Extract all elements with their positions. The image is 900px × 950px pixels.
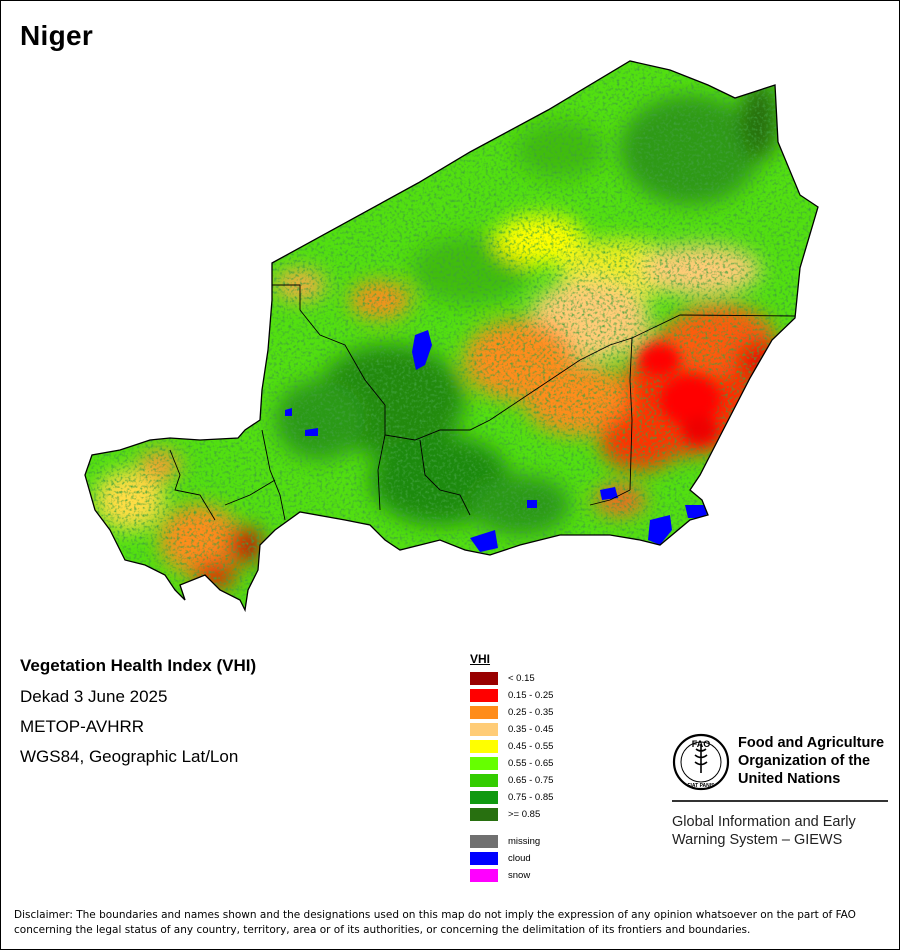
legend-label: cloud (508, 853, 531, 864)
legend-swatch (470, 808, 498, 821)
legend-title: VHI (470, 652, 491, 666)
vhi-raster (85, 61, 818, 610)
product-title: Vegetation Health Index (VHI) (20, 656, 257, 675)
legend-item: snow (470, 869, 590, 882)
legend-swatch (470, 852, 498, 865)
legend-label: snow (508, 870, 531, 881)
legend-swatch (470, 672, 498, 685)
legend-swatch (470, 689, 498, 702)
legend-swatch (470, 869, 498, 882)
legend-swatch (470, 791, 498, 804)
legend-label: 0.25 - 0.35 (508, 707, 554, 718)
legend-swatch (470, 774, 498, 787)
legend-label: < 0.15 (508, 673, 535, 684)
legend-label: missing (508, 836, 541, 847)
giews-line2: Warning System – GIEWS (672, 832, 843, 848)
fao-motto: FIAT PANIS (687, 783, 715, 789)
legend-item: missing (470, 835, 590, 848)
legend-item: 0.75 - 0.85 (470, 791, 590, 804)
legend-item: 0.65 - 0.75 (470, 774, 590, 787)
legend-label: 0.55 - 0.65 (508, 758, 554, 769)
legend-item: 0.35 - 0.45 (470, 723, 590, 736)
legend-label: >= 0.85 (508, 809, 541, 820)
org-name-line3: United Nations (738, 771, 841, 787)
legend-label: 0.15 - 0.25 (508, 690, 554, 701)
fao-emblem-letters: FAO (692, 739, 711, 749)
legend-swatch (470, 740, 498, 753)
legend-swatch (470, 757, 498, 770)
giews-line1: Global Information and Early (672, 814, 856, 830)
vhi-map (84, 60, 819, 613)
legend-label: 0.45 - 0.55 (508, 741, 554, 752)
legend-swatch (470, 723, 498, 736)
legend-label: 0.65 - 0.75 (508, 775, 554, 786)
legend-label: 0.75 - 0.85 (508, 792, 554, 803)
map-title: Niger (20, 20, 94, 51)
org-name-line2: Organization of the (738, 753, 871, 769)
sensor-label: METOP-AVHRR (20, 717, 145, 736)
admin-boundaries (169, 284, 796, 521)
legend-item: >= 0.85 (470, 808, 590, 821)
disclaimer: Disclaimer: The boundaries and names sho… (14, 909, 856, 936)
legend-swatch (470, 706, 498, 719)
legend-item: 0.55 - 0.65 (470, 757, 590, 770)
legend-label: 0.35 - 0.45 (508, 724, 554, 735)
legend-item: cloud (470, 852, 590, 865)
cloud-patches (285, 330, 708, 552)
fao-branding: FAO FIAT PANIS Food and Agriculture Orga… (672, 733, 888, 853)
period-label: Dekad 3 June 2025 (20, 687, 168, 706)
country-outline (84, 60, 819, 613)
fao-emblem-icon: FAO FIAT PANIS (672, 733, 730, 791)
legend-item: 0.15 - 0.25 (470, 689, 590, 702)
legend-item: 0.25 - 0.35 (470, 706, 590, 719)
legend-item: 0.45 - 0.55 (470, 740, 590, 753)
divider (672, 800, 888, 802)
projection-label: WGS84, Geographic Lat/Lon (20, 747, 239, 766)
legend-swatch (470, 835, 498, 848)
org-name-line1: Food and Agriculture (738, 735, 885, 751)
legend-item: < 0.15 (470, 672, 590, 685)
